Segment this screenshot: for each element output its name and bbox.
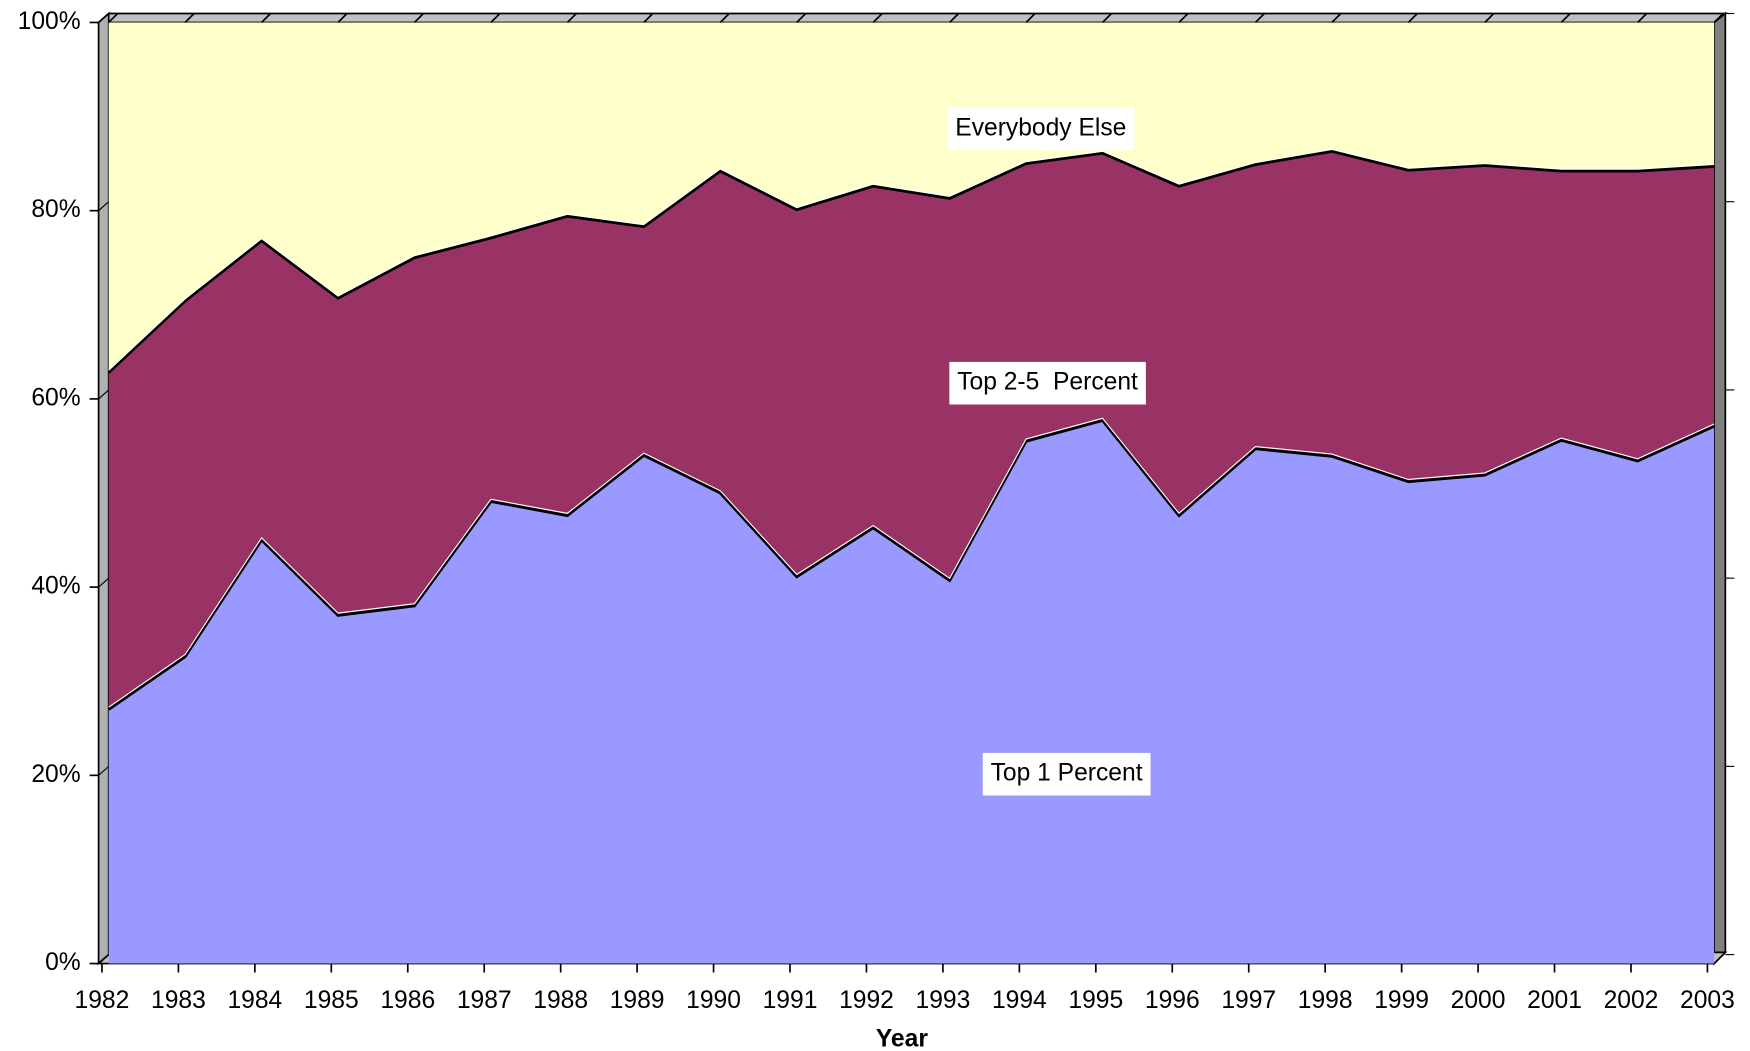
y-tick-label: 80% bbox=[31, 196, 80, 223]
x-tick-label: 1992 bbox=[839, 987, 894, 1014]
area bbox=[108, 22, 1715, 373]
y-tick-depth bbox=[98, 201, 110, 212]
series-label: Top 1 Percent bbox=[991, 760, 1143, 787]
x-tick-label: 1999 bbox=[1374, 987, 1429, 1014]
x-tick-label: 1989 bbox=[610, 987, 665, 1014]
y-tick-label: 0% bbox=[45, 949, 81, 976]
top-tick bbox=[796, 12, 807, 24]
top-tick bbox=[1331, 12, 1342, 24]
top-tick bbox=[1713, 12, 1724, 24]
top-tick bbox=[719, 12, 730, 24]
x-tick-label: 1983 bbox=[151, 987, 206, 1014]
x-tick-label: 2001 bbox=[1527, 987, 1582, 1014]
top-tick bbox=[337, 12, 348, 24]
x-axis-title: Year bbox=[876, 1025, 928, 1051]
top-tick bbox=[949, 12, 960, 24]
boundary-line bbox=[107, 418, 1715, 711]
x-tick-label: 1991 bbox=[763, 987, 818, 1014]
top-tick bbox=[1484, 12, 1495, 24]
area bbox=[108, 420, 1715, 964]
x-tick-label: 1997 bbox=[1221, 987, 1276, 1014]
area bbox=[108, 151, 1715, 710]
y-tick-label: 20% bbox=[31, 761, 80, 788]
boundary-line bbox=[107, 149, 1715, 374]
right-wall bbox=[1713, 11, 1727, 966]
y-tick-depth bbox=[98, 765, 110, 776]
top-tick bbox=[1637, 12, 1648, 24]
top-tick bbox=[260, 12, 272, 24]
x-tick-label: 1993 bbox=[916, 987, 971, 1014]
top-tick bbox=[566, 12, 577, 24]
x-tick-label: 1996 bbox=[1145, 987, 1200, 1014]
top-tick bbox=[1101, 12, 1113, 24]
x-tick-label: 1995 bbox=[1068, 987, 1123, 1014]
y-tick-label: 60% bbox=[31, 384, 80, 411]
top-tick bbox=[1254, 12, 1265, 24]
top-tick bbox=[872, 12, 883, 24]
x-tick-label: 2003 bbox=[1680, 987, 1735, 1014]
label-box bbox=[947, 107, 1135, 151]
boundary-highlight bbox=[108, 417, 1715, 708]
top-tick bbox=[1178, 12, 1189, 24]
x-tick-label: 1987 bbox=[457, 987, 512, 1014]
boundary-highlight bbox=[108, 148, 1715, 371]
label-box bbox=[949, 361, 1146, 405]
x-tick-label: 1982 bbox=[75, 987, 130, 1014]
series-label: Top 2-5 Percent bbox=[957, 369, 1138, 396]
x-tick-label: 1986 bbox=[380, 987, 435, 1014]
y-tick-label: 40% bbox=[31, 573, 80, 600]
x-tick-label: 1988 bbox=[533, 987, 588, 1014]
y-tick-depth bbox=[98, 389, 110, 400]
x-tick-label: 2002 bbox=[1604, 987, 1659, 1014]
label-box bbox=[982, 752, 1151, 796]
x-tick-label: 1984 bbox=[227, 987, 282, 1014]
left-wall bbox=[97, 11, 110, 966]
top-tick bbox=[1407, 12, 1418, 24]
top-tick bbox=[490, 12, 501, 24]
y-tick-depth bbox=[98, 13, 110, 23]
series-label: Everybody Else bbox=[955, 114, 1126, 141]
top-tick bbox=[1560, 12, 1571, 24]
top-tick bbox=[413, 12, 425, 24]
x-tick-label: 1990 bbox=[686, 987, 741, 1014]
top-tick bbox=[1025, 12, 1036, 24]
y-tick-depth bbox=[98, 577, 110, 588]
x-tick-label: 1998 bbox=[1298, 987, 1353, 1014]
y-tick-depth bbox=[98, 954, 110, 964]
x-tick-label: 2000 bbox=[1451, 987, 1506, 1014]
x-tick-label: 1985 bbox=[304, 987, 359, 1014]
top-tick bbox=[184, 12, 195, 24]
top-tick bbox=[643, 12, 654, 24]
top-tick bbox=[108, 12, 119, 24]
x-tick-label: 1994 bbox=[992, 987, 1047, 1014]
y-tick-label: 100% bbox=[18, 8, 81, 35]
